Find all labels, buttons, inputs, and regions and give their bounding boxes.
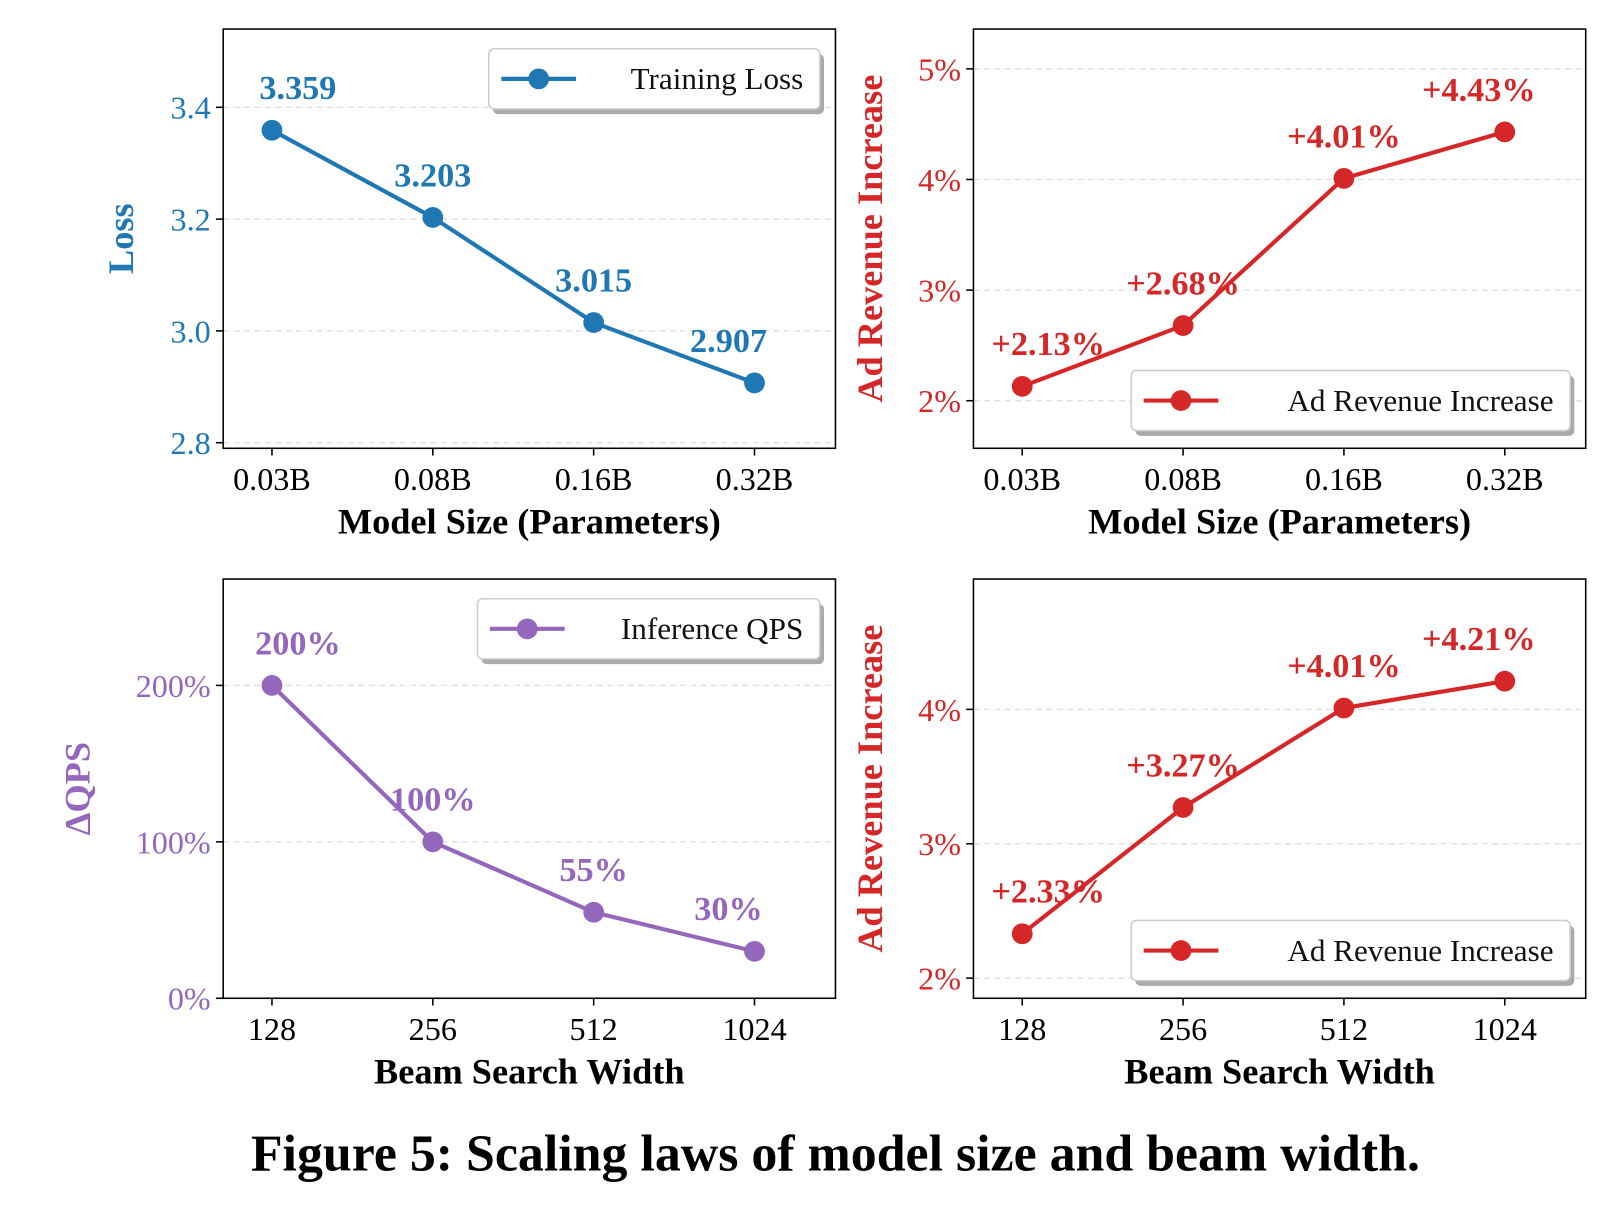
chart-panel-4: 2% 3% 4% 128 256 512 1024 Beam Search Width Ad R… (850, 578, 1587, 1091)
x-tick-label: 128 (998, 1011, 1046, 1047)
data-point (1494, 121, 1516, 143)
x-axis-label: Beam Search Width (1124, 1051, 1435, 1091)
x-tick-label: 0.32B (1466, 461, 1544, 497)
x-tick-label: 256 (409, 1011, 457, 1047)
data-point (583, 312, 605, 333)
x-tick-label: 128 (248, 1011, 296, 1047)
data-point (1172, 797, 1194, 818)
x-tick-label: 0.03B (233, 461, 311, 497)
data-point (422, 207, 444, 228)
x-axis-label: Model Size (Parameters) (1088, 501, 1471, 541)
series-line (1021, 129, 1506, 389)
y-tick-label: 3% (918, 273, 961, 309)
series-line (270, 128, 756, 385)
legend-label: Inference QPS (621, 611, 803, 646)
chart-panel-1: 2.8 3.0 3.2 3.4 0.03B 0.08B 0.16B 0.32B Model Si… (101, 28, 837, 541)
data-label: +4.01% (1287, 647, 1401, 685)
legend-marker-icon (1170, 390, 1192, 411)
y-tick-label: 100% (136, 824, 211, 860)
data-label: +2.33% (991, 873, 1105, 911)
data-label: +4.01% (1287, 117, 1401, 155)
y-tick-label: 3.4 (171, 90, 211, 126)
legend-marker-icon (1170, 940, 1192, 961)
legend-box (488, 47, 821, 110)
y-tick-label: 2.8 (171, 425, 211, 461)
data-point (744, 940, 765, 962)
x-tick-label: 0.32B (716, 461, 794, 497)
x-tick-label: 0.08B (394, 461, 472, 497)
y-axis-label: Ad Revenue Increase (850, 75, 890, 403)
data-point (1494, 670, 1516, 692)
legend-marker-icon (516, 618, 538, 640)
data-label: 2.907 (690, 322, 767, 360)
series-line (1020, 679, 1506, 936)
data-point (583, 901, 605, 923)
data-point (1172, 315, 1194, 336)
x-tick-label: 512 (1320, 1011, 1368, 1047)
legend-box (1130, 369, 1571, 432)
data-point (1333, 168, 1355, 189)
x-axis-label: Beam Search Width (374, 1051, 685, 1091)
plot-frame (222, 28, 837, 450)
data-label: +2.68% (1126, 264, 1240, 302)
y-tick-label: 5% (918, 51, 961, 87)
legend-label: Ad Revenue Increase (1287, 383, 1553, 418)
data-label: 30% (694, 890, 762, 928)
x-tick-label: 0.16B (1305, 461, 1383, 497)
y-tick-label: 3.0 (171, 313, 211, 349)
x-tick-label: 0.16B (555, 461, 633, 497)
data-label: 3.203 (394, 156, 471, 194)
legend-label: Ad Revenue Increase (1287, 933, 1553, 968)
data-point (261, 675, 283, 696)
data-label: +4.43% (1422, 71, 1536, 109)
data-point (261, 119, 283, 141)
x-tick-label: 256 (1159, 1011, 1207, 1047)
legend-box (1130, 919, 1571, 982)
data-label: +4.21% (1422, 620, 1536, 658)
data-point (1333, 697, 1355, 719)
y-tick-label: 200% (136, 668, 211, 704)
data-label: 55% (559, 851, 627, 889)
legend-box (476, 597, 821, 660)
legend-marker-icon (528, 68, 550, 90)
y-tick-label: 3% (918, 826, 961, 862)
data-point (1011, 923, 1033, 945)
data-label: +2.13% (991, 325, 1105, 363)
data-label: +3.27% (1126, 746, 1240, 784)
data-point (1011, 375, 1033, 397)
data-label: 3.015 (555, 261, 632, 299)
y-axis-label: ΔQPS (57, 742, 97, 835)
chart-panel-3: 0% 100% 200% 128 256 512 1024 Beam Search Width… (57, 578, 837, 1091)
x-tick-label: 512 (570, 1011, 618, 1047)
data-label: 100% (390, 781, 476, 819)
series-line (270, 683, 755, 954)
y-axis-label: Ad Revenue Increase (850, 625, 890, 953)
figure-caption: Figure 5: Scaling laws of model size and… (251, 1126, 1420, 1183)
y-tick-label: 3.2 (171, 202, 211, 238)
data-label: 200% (255, 624, 341, 662)
legend-label: Training Loss (631, 61, 804, 96)
y-tick-label: 2% (918, 383, 961, 419)
plot-frame (972, 28, 1587, 450)
y-tick-label: 4% (918, 162, 961, 198)
chart-panel-2: 2% 3% 4% 5% 0.03B 0.08B 0.16B 0.32B Model Size (… (850, 28, 1587, 541)
x-tick-label: 1024 (1473, 1011, 1537, 1047)
plot-frame (222, 578, 837, 1000)
y-axis-label: Loss (101, 203, 141, 274)
data-point (744, 372, 765, 394)
x-tick-label: 0.03B (983, 461, 1061, 497)
x-axis-label: Model Size (Parameters) (338, 501, 721, 541)
data-point (422, 831, 444, 853)
y-tick-label: 2% (918, 961, 961, 997)
x-tick-label: 1024 (722, 1011, 786, 1047)
y-tick-label: 0% (168, 981, 211, 1017)
plot-frame (972, 578, 1587, 1000)
x-tick-label: 0.08B (1144, 461, 1222, 497)
y-tick-label: 4% (918, 692, 961, 728)
data-label: 3.359 (259, 69, 336, 107)
